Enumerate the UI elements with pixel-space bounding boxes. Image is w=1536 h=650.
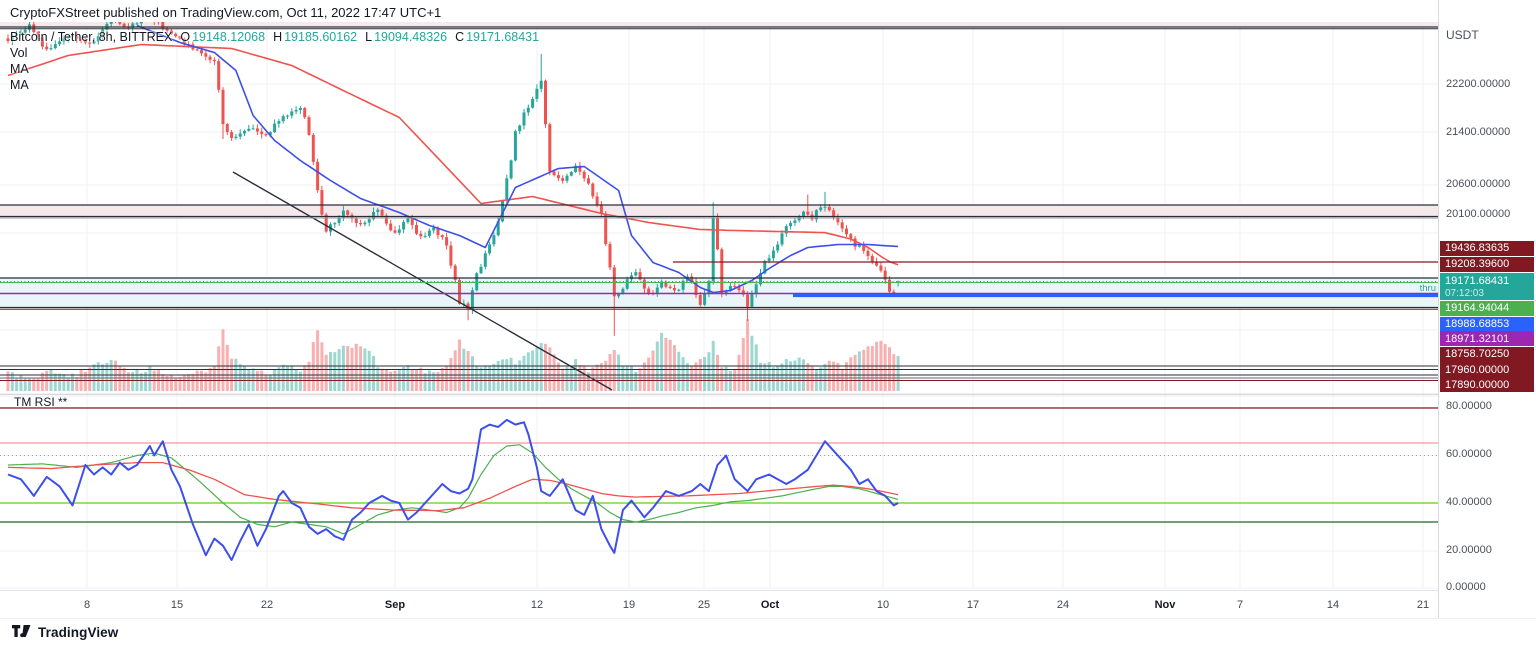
price-level-label: 18988.68853	[1440, 316, 1534, 332]
ma1-label: MA	[10, 62, 29, 76]
time-axis-tick: 17	[966, 599, 980, 611]
time-axis-tick: 24	[1056, 599, 1070, 611]
price-axis-tick: 20600.00000	[1446, 178, 1511, 190]
volume-legend-row[interactable]: Vol	[10, 45, 539, 61]
low-value: 19094.48326	[374, 30, 448, 44]
price-level-label: 17890.00000	[1440, 377, 1534, 392]
time-axis-tick: Oct	[760, 599, 780, 611]
price-level-label: 18971.32101	[1440, 331, 1534, 346]
rsi-axis-tick: 40.00000	[1446, 496, 1492, 508]
open-label: O	[180, 30, 191, 44]
price-level-label: 17960.00000	[1440, 362, 1534, 377]
close-value: 19171.68431	[466, 30, 540, 44]
chart-legend: Bitcoin / Tether, 8h, BITTREX O 19148.12…	[10, 29, 539, 93]
time-axis-tick: Sep	[384, 599, 406, 611]
time-axis-tick: 25	[697, 599, 711, 611]
rsi-indicator-legend[interactable]: TM RSI **	[14, 395, 68, 409]
last-price-label: 19171.68431 07:12:03	[1440, 273, 1534, 300]
ma2-label: MA	[10, 78, 29, 92]
low-label: L	[365, 30, 373, 44]
time-axis-tick: Nov	[1154, 599, 1176, 611]
price-level-label: 18758.70250	[1440, 346, 1534, 362]
price-scale-currency: USDT	[1446, 28, 1479, 42]
price-axis-tick: 22200.00000	[1446, 78, 1511, 90]
price-level-label: 19436.83635	[1440, 240, 1534, 256]
price-level-label: 19164.94044	[1440, 300, 1534, 316]
time-axis-tick: 19	[622, 599, 636, 611]
svg-text:thru: thru	[1420, 283, 1436, 294]
time-axis-tick: 22	[260, 599, 274, 611]
high-value: 19185.60162	[284, 30, 358, 44]
time-axis-tick: 7	[1236, 599, 1244, 611]
close-label: C	[455, 30, 465, 44]
price-axis-tick: 20100.00000	[1446, 208, 1511, 220]
volume-label: Vol	[10, 46, 28, 60]
symbol-legend-row[interactable]: Bitcoin / Tether, 8h, BITTREX O 19148.12…	[10, 29, 539, 45]
rsi-axis-tick: 60.00000	[1446, 448, 1492, 460]
tradingview-brand-text: TradingView	[38, 625, 119, 640]
rsi-axis-tick: 80.00000	[1446, 400, 1492, 412]
time-axis-tick: 14	[1326, 599, 1340, 611]
ma1-legend-row[interactable]: MA	[10, 61, 539, 77]
rsi-axis-tick: 20.00000	[1446, 544, 1492, 556]
open-value: 19148.12068	[192, 30, 266, 44]
time-axis-tick: 12	[530, 599, 544, 611]
time-axis-tick: 15	[170, 599, 184, 611]
time-axis-tick: 10	[876, 599, 890, 611]
rsi-axis-tick: 0.00000	[1446, 581, 1486, 593]
price-level-label: 19208.39600	[1440, 256, 1534, 272]
publish-attribution: CryptoFXStreet published on TradingView.…	[10, 5, 442, 20]
time-axis-tick: 21	[1416, 599, 1430, 611]
tradingview-logo-icon[interactable]	[12, 625, 31, 640]
time-axis-tick: 8	[83, 599, 91, 611]
price-scale[interactable]: USDT 22200.00000 21400.00000 20600.00000 201…	[1438, 0, 1536, 618]
symbol-title: Bitcoin / Tether, 8h, BITTREX	[10, 30, 173, 44]
price-axis-tick: 21400.00000	[1446, 126, 1511, 138]
time-scale[interactable]: 8 15 22 Sep 12 19 25 Oct 10 17 24 Nov 7 14 21	[0, 592, 1438, 618]
high-label: H	[273, 30, 283, 44]
ma2-legend-row[interactable]: MA	[10, 77, 539, 93]
footer-branding: TradingView	[12, 625, 118, 640]
